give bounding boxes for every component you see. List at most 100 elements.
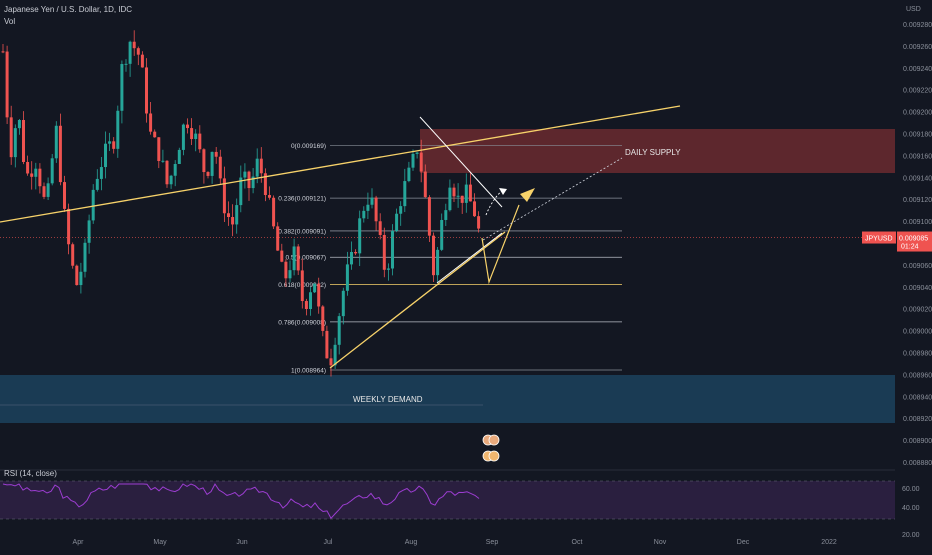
candle-body [210, 151, 214, 176]
price-tick-label: 0.009260 [903, 44, 932, 51]
daily-supply-label: DAILY SUPPLY [625, 148, 681, 157]
drawings-layer[interactable] [0, 105, 681, 369]
candle-body [231, 217, 235, 225]
candle-body [313, 283, 317, 293]
projection-dotted-line[interactable] [482, 157, 623, 241]
candle-body [63, 182, 66, 209]
candle-body [300, 270, 304, 302]
candle-body [157, 137, 161, 162]
candle-body [468, 184, 472, 202]
candle-body [386, 268, 390, 270]
countdown-text: 01:24 [901, 244, 919, 251]
candle-body [194, 133, 198, 140]
rsi-panel[interactable]: RSI (14, close) 60.00 40.00 20.00 [0, 469, 920, 539]
candle-body [427, 197, 431, 236]
candle-body [83, 242, 87, 272]
rsi-tick-label: 60.00 [902, 486, 920, 493]
candle-body [153, 131, 157, 138]
candle-body [30, 173, 34, 177]
price-tick-label: 0.009200 [903, 110, 932, 117]
triangle-lower-line[interactable] [436, 232, 503, 284]
candle-body [239, 177, 243, 206]
candle-body [407, 167, 411, 182]
candle-body [354, 252, 358, 254]
price-tick-label: 0.009280 [903, 22, 932, 29]
candle-body [304, 301, 308, 309]
candle-body [87, 220, 91, 243]
price-axis[interactable]: USD 0.009280 0.009260 0.009240 0.009220 0.00… [0, 6, 932, 467]
price-tick-label: 0.009240 [903, 66, 932, 73]
currency-label: USD [906, 6, 921, 13]
fib-level-label: 0.786(0.009008) [278, 319, 326, 326]
resistance-trendline[interactable] [0, 105, 681, 223]
time-tick-label: Jun [236, 539, 247, 546]
candle-body [382, 234, 386, 270]
volume-label[interactable]: Vol [4, 17, 16, 26]
time-axis[interactable]: Apr May Jun Jul Aug Sep Oct Nov Dec 2022 [73, 539, 837, 546]
candle-body [276, 226, 280, 251]
time-tick-label: Apr [73, 539, 85, 546]
candle-body [403, 181, 407, 207]
event-markers[interactable] [482, 434, 500, 462]
candle-body [165, 160, 169, 185]
candle-body [251, 176, 255, 189]
candle-body [161, 160, 165, 162]
candle-body [272, 197, 276, 227]
candle-body [419, 152, 423, 172]
candle-body [235, 205, 239, 225]
candle-body [423, 171, 427, 198]
candle-body [71, 244, 75, 266]
price-tick-label: 0.008900 [903, 438, 932, 445]
candle-body [452, 187, 456, 197]
candle-body [13, 128, 17, 158]
candle-body [296, 246, 300, 271]
candle-body [38, 168, 42, 187]
symbol-title[interactable]: Japanese Yen / U.S. Dollar, 1D, IDC [4, 5, 133, 14]
candle-body [444, 210, 448, 220]
candle-body [259, 158, 263, 174]
rsi-line[interactable] [2, 483, 480, 520]
price-tick-label: 0.008880 [903, 460, 932, 467]
price-tick-label: 0.009000 [903, 329, 932, 336]
candle-body [136, 48, 140, 55]
fib-level-label: 1(0.008964) [291, 368, 326, 375]
projection-path[interactable] [481, 204, 520, 285]
candle-body [34, 168, 38, 177]
triangle-upper-line[interactable] [419, 116, 503, 208]
candle-body [108, 141, 112, 144]
candle-body [120, 64, 124, 111]
candle-body [243, 171, 247, 178]
projection-arrowhead [520, 188, 535, 202]
price-tick-label: 0.009220 [903, 88, 932, 95]
candle-body [112, 141, 116, 149]
candle-body [104, 143, 107, 168]
candle-body [395, 213, 399, 232]
weekly-demand-zone[interactable] [0, 375, 895, 423]
price-tick-label: 0.009020 [903, 307, 932, 314]
candle-body [350, 252, 353, 265]
price-tick-label: 0.009180 [903, 132, 932, 139]
candle-body [50, 158, 54, 184]
fib-level-label: 0.382(0.009091) [278, 228, 326, 235]
event-icon-4[interactable] [488, 450, 500, 462]
candle-body [46, 183, 50, 197]
event-icon-2[interactable] [488, 434, 500, 446]
candle-body [202, 149, 206, 173]
candle-body [75, 265, 79, 286]
candle-body [309, 292, 312, 309]
candle-body [22, 119, 25, 162]
support-trendline[interactable] [329, 231, 506, 369]
candle-body [280, 250, 284, 262]
candle-body [464, 184, 468, 203]
time-tick-label: Jul [324, 539, 333, 546]
candle-body [345, 264, 349, 291]
candle-body [116, 110, 120, 149]
current-price-text: 0.009085 [899, 236, 928, 243]
candle-body [227, 213, 230, 218]
rsi-tick-label: 20.00 [902, 532, 920, 539]
time-tick-label: Dec [737, 539, 750, 546]
symbol-tag-text: JPYUSD [865, 236, 893, 243]
